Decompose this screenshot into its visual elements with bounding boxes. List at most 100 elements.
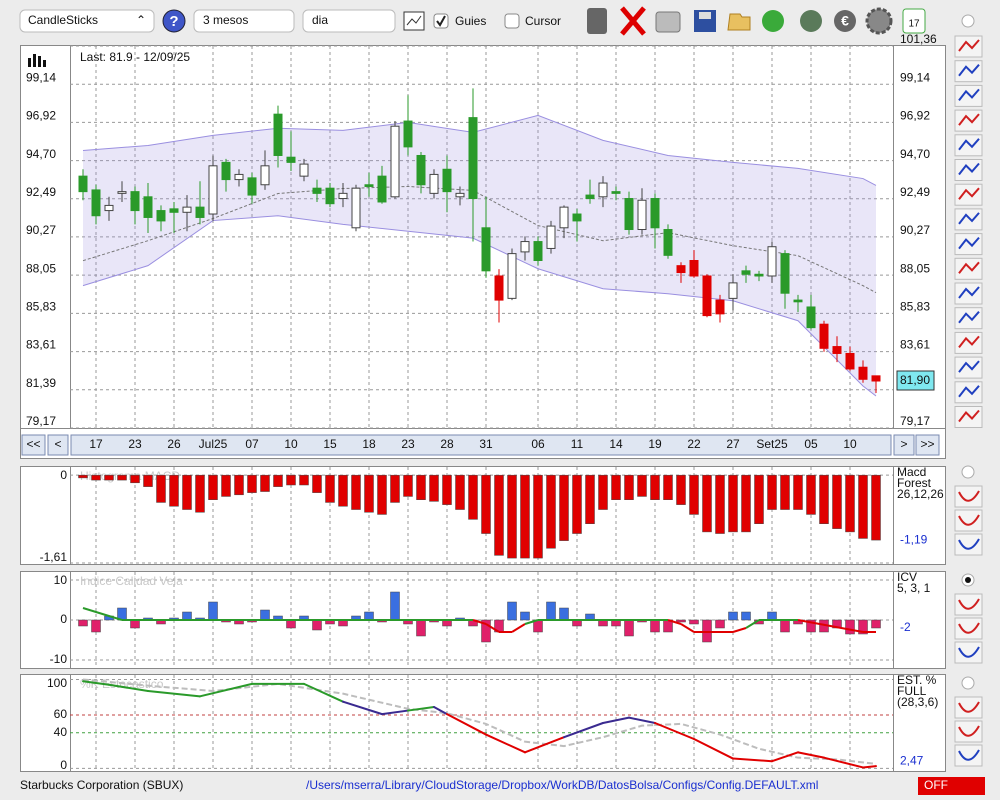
tool-button[interactable] [954, 60, 983, 83]
bar [728, 474, 738, 533]
tool-button[interactable] [954, 381, 983, 404]
k-line [303, 682, 344, 703]
candle-body [871, 375, 881, 382]
tool-button[interactable] [954, 744, 983, 767]
icv-line [797, 619, 864, 633]
panel-radio[interactable] [961, 465, 975, 479]
next-button[interactable] [893, 434, 915, 456]
checkbox-box[interactable] [433, 13, 449, 29]
tool-icon [958, 335, 980, 349]
bar [858, 474, 868, 539]
panel-radio[interactable] [961, 676, 975, 690]
icv-line [667, 619, 682, 625]
bar [507, 601, 517, 621]
last-button[interactable] [915, 434, 940, 456]
tool-button[interactable] [954, 208, 983, 231]
bar [754, 474, 764, 524]
date-label: 10 [284, 437, 298, 451]
chart-type-select[interactable] [19, 9, 155, 33]
tool-button[interactable] [954, 331, 983, 354]
tool-button[interactable] [954, 109, 983, 132]
trash-icon[interactable] [587, 8, 607, 34]
tool-button[interactable] [954, 35, 983, 58]
k-line [693, 738, 734, 760]
panel-radio-dot [965, 577, 971, 583]
bar [572, 474, 582, 534]
bar [715, 619, 725, 629]
bar [338, 474, 348, 507]
icv-line [82, 607, 123, 621]
tool-button[interactable] [954, 356, 983, 379]
tool-button[interactable] [954, 183, 983, 206]
bar [195, 474, 205, 513]
open-icon[interactable] [727, 13, 751, 31]
candle-body [325, 187, 335, 205]
config-path[interactable]: /Users/mserra/Library/CloudStorage/Dropb… [306, 778, 818, 792]
tool-button[interactable] [954, 233, 983, 256]
band-upper [82, 114, 877, 186]
tool-button[interactable] [954, 307, 983, 330]
checkbox-box[interactable] [504, 13, 520, 29]
gear-icon[interactable] [865, 7, 893, 35]
tool-button[interactable] [954, 617, 983, 640]
print-icon[interactable] [655, 11, 681, 33]
y-tick-label-right: 101,36 [900, 32, 937, 46]
tool-icon [958, 64, 980, 77]
tool-button[interactable] [954, 84, 983, 107]
refresh-icon[interactable] [762, 10, 784, 32]
tool-button[interactable] [954, 257, 983, 280]
k-line [199, 682, 253, 698]
bar [312, 474, 322, 493]
tool-icon [958, 622, 980, 634]
y-tick-label: 85,83 [26, 300, 56, 314]
bar [858, 619, 868, 635]
settings-icon-line [406, 15, 422, 26]
tool-button[interactable] [954, 720, 983, 743]
date-label: 07 [245, 437, 259, 451]
tool-button[interactable] [954, 159, 983, 181]
candle-body [637, 199, 647, 231]
radio[interactable] [961, 14, 975, 28]
bar [481, 619, 491, 643]
candle-body [351, 187, 361, 229]
period-select[interactable] [193, 9, 295, 33]
candle-body [728, 282, 738, 299]
tool-button[interactable] [954, 641, 983, 664]
y-tick-label: 99,14 [26, 70, 56, 84]
tool-icon [958, 261, 980, 274]
help-button[interactable] [162, 9, 186, 33]
tool-button[interactable] [954, 485, 983, 508]
interval-select[interactable] [302, 9, 396, 33]
y-tick-label: 0 [60, 758, 67, 772]
candle-body [611, 191, 621, 194]
k-line [823, 756, 864, 769]
y-tick-label-right: 79,17 [900, 414, 930, 428]
candle-body [858, 366, 868, 380]
candle-body [377, 175, 387, 203]
tool-button[interactable] [954, 593, 983, 616]
candle-body [767, 246, 777, 277]
tool-button[interactable] [954, 406, 983, 428]
tool-button[interactable] [954, 509, 983, 532]
k-line [862, 765, 877, 769]
tool-button[interactable] [954, 134, 983, 157]
calendar-icon[interactable] [902, 8, 926, 34]
tool-button[interactable] [954, 533, 983, 556]
icv-line [524, 619, 539, 625]
first-button[interactable] [21, 434, 46, 456]
tool-icon [958, 409, 980, 423]
euro-icon[interactable] [834, 10, 856, 32]
y-tick-label-right: 94,70 [900, 147, 930, 161]
currency-icon[interactable] [800, 10, 822, 32]
prev-button[interactable] [47, 434, 69, 456]
delete-icon[interactable] [620, 6, 646, 36]
bar [793, 474, 803, 510]
candle-body [533, 241, 543, 261]
panel-label: Macd [897, 465, 926, 479]
tool-icon [958, 162, 980, 176]
status-box[interactable] [918, 777, 985, 795]
tool-button[interactable] [954, 282, 983, 305]
tool-button[interactable] [954, 696, 983, 719]
candle-body [520, 241, 530, 253]
candle-body [390, 125, 400, 198]
